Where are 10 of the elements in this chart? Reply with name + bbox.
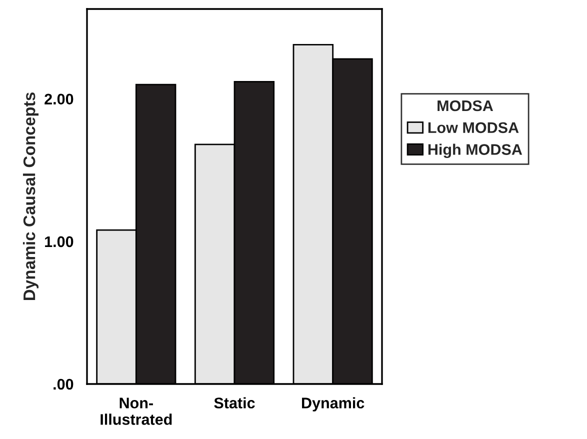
legend-label: High MODSA <box>428 144 522 158</box>
x-tick-label: Dynamic <box>302 397 364 412</box>
legend-title: MODSA <box>438 100 494 112</box>
y-axis-title: Dynamic Causal Concepts <box>22 92 39 300</box>
y-tick-label: 1.00 <box>45 236 74 248</box>
y-tick-label: 2.00 <box>44 94 74 105</box>
x-tick-label: Static <box>214 397 255 408</box>
y-tick-label: .00 <box>54 378 74 390</box>
legend-label: Low MODSA <box>428 122 519 134</box>
x-tick-label: Non- Illustrated <box>100 398 172 425</box>
